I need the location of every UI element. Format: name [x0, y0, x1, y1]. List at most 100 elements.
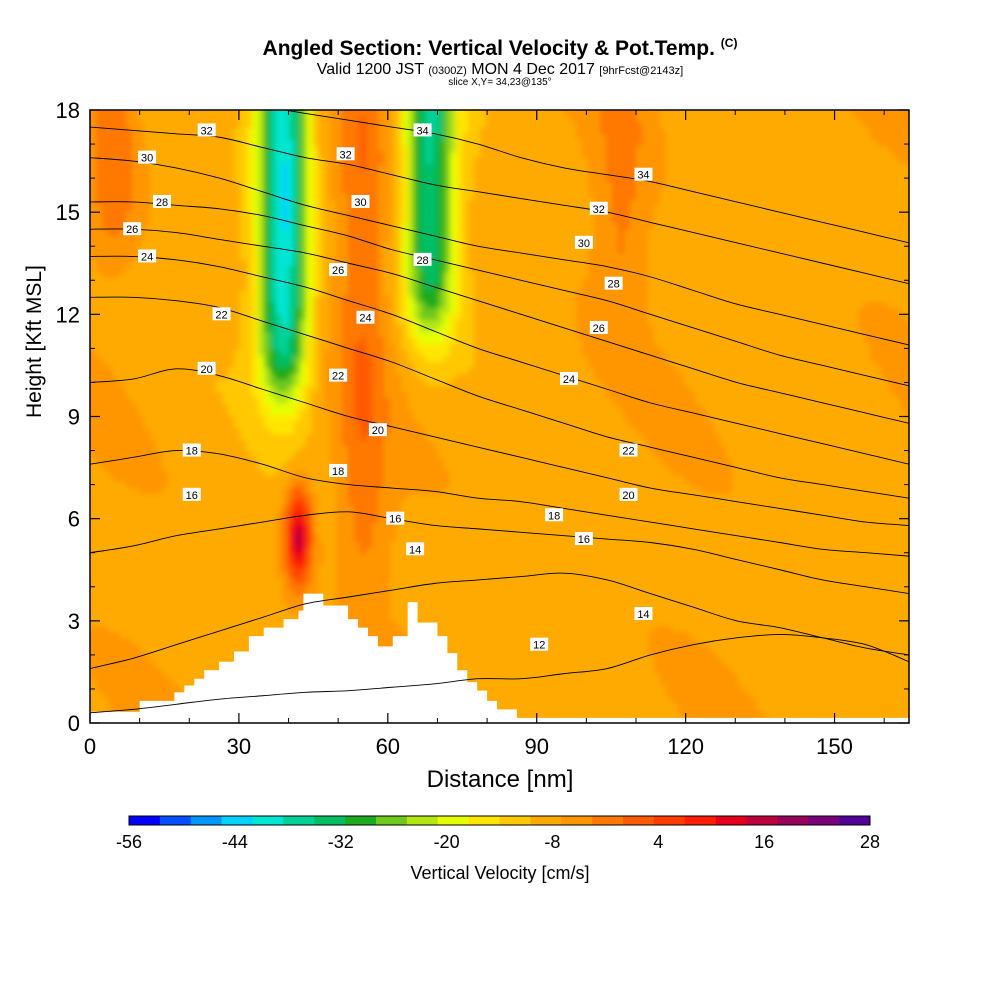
isentrope-label-layer: 32 30 28 26 24 22 20 18 16 34 32 30 28 26 24 22 20 18 16 14… — [123, 123, 653, 652]
colorbar-tick-label: -44 — [222, 832, 248, 852]
colorbar-swatch — [746, 816, 778, 825]
isentrope-label: 24 — [138, 249, 157, 263]
isentrope-label-text: 20 — [372, 425, 384, 437]
x-tick-label: 90 — [524, 734, 548, 759]
isentrope-label-text: 16 — [186, 490, 198, 502]
colorbar-swatch — [376, 816, 408, 825]
colorbar-swatch — [190, 816, 222, 825]
colorbar-swatch — [221, 816, 253, 825]
colorbar-swatch — [437, 816, 469, 825]
isentrope-label-text: 26 — [126, 224, 138, 236]
colorbar-tick-label: -8 — [544, 832, 560, 852]
axes: 0 30 60 90 120 150 0 3 6 9 12 15 18 — [56, 98, 909, 759]
isentrope-label-text: 24 — [359, 313, 371, 325]
isentrope-label: 30 — [138, 150, 157, 165]
isentrope-label-text: 26 — [593, 323, 605, 335]
isentrope-label: 28 — [152, 194, 171, 209]
isentrope-label-text: 12 — [533, 640, 545, 652]
isentrope-label: 24 — [356, 310, 375, 325]
isentrope-label-text: 24 — [141, 251, 153, 263]
chart-subtitle: Valid 1200 JST (0300Z) MON 4 Dec 2017 [9… — [0, 61, 1000, 80]
subtitle-valid: Valid 1200 JST — [316, 61, 424, 78]
isentrope-label-text: 18 — [186, 446, 198, 458]
isentrope-18 — [90, 449, 909, 557]
isentrope-label: 20 — [619, 487, 638, 502]
subtitle-utc: (0300Z) — [428, 65, 467, 77]
colorbar-tick-label: 4 — [653, 832, 663, 852]
isentrope-label: 12 — [530, 637, 549, 652]
isentrope-label: 26 — [329, 263, 348, 277]
x-tick-label: 30 — [227, 734, 251, 759]
y-tick-label: 12 — [56, 302, 80, 327]
subtitle-date: MON 4 Dec 2017 — [471, 61, 595, 78]
colorbar-swatch — [468, 816, 500, 825]
isentrope-26 — [90, 228, 909, 424]
isentrope-label: 34 — [634, 167, 653, 182]
isentrope-label-text: 26 — [332, 265, 344, 277]
colorbar: -56 -44 -32 -20 -8 4 16 28 — [116, 815, 880, 852]
chart-title-text: Angled Section: Vertical Velocity & Pot.… — [262, 37, 715, 60]
subtitle-forecast: [9hrFcst@2143z] — [599, 65, 684, 77]
colorbar-swatch — [499, 816, 531, 825]
isentrope-label: 34 — [413, 123, 432, 137]
isentrope-label-text: 28 — [156, 197, 168, 209]
y-tick-label: 15 — [56, 200, 80, 225]
isentrope-label-text: 34 — [416, 125, 428, 137]
isentrope-label-text: 22 — [215, 309, 227, 321]
y-tick-label: 18 — [56, 98, 80, 123]
colorbar-swatch — [839, 816, 871, 825]
slice-info: slice X,Y= 34,23@135° — [448, 77, 552, 88]
isentrope-label: 32 — [589, 201, 608, 216]
isentrope-label-text: 30 — [141, 153, 153, 165]
isentrope-label-text: 30 — [578, 238, 590, 250]
isentrope-label: 18 — [329, 463, 348, 478]
isentrope-label: 14 — [406, 542, 425, 556]
isentrope-30 — [90, 157, 909, 346]
colorbar-swatch — [561, 816, 593, 825]
isentrope-label-text: 28 — [608, 279, 620, 291]
isentrope-label: 16 — [386, 511, 405, 526]
colorbar-swatch — [592, 816, 624, 825]
colorbar-swatch — [345, 816, 377, 825]
isentrope-20 — [90, 368, 909, 526]
isentrope-label-text: 22 — [332, 371, 344, 383]
colorbar-swatch — [314, 816, 346, 825]
isentrope-label: 24 — [559, 372, 578, 386]
isentrope-label: 32 — [336, 147, 355, 161]
colorbar-swatch — [808, 816, 840, 825]
isentrope-label: 28 — [413, 252, 432, 267]
isentrope-label-text: 16 — [389, 514, 401, 526]
terrain — [90, 593, 909, 723]
colorbar-tick-label: -32 — [328, 832, 354, 852]
isentrope-label-text: 32 — [201, 125, 213, 137]
colorbar-tick-label: -56 — [116, 832, 142, 852]
isentrope-label: 26 — [589, 320, 608, 335]
colorbar-tick-label: -20 — [434, 832, 460, 852]
colorbar-swatch — [715, 816, 747, 825]
isentrope-layer — [90, 110, 909, 714]
isentrope-label: 16 — [182, 487, 201, 502]
isentrope-label: 28 — [604, 276, 623, 291]
isentrope-14 — [90, 572, 909, 669]
colorbar-swatch — [406, 816, 439, 825]
isentrope-label-text: 22 — [622, 446, 634, 458]
isentrope-label: 14 — [634, 607, 653, 621]
colorbar-swatch — [623, 816, 655, 825]
y-axis-label-box: Height [Kft MSL] — [10, 265, 46, 444]
colorbar-swatch — [653, 816, 686, 825]
y-tick-label: 3 — [68, 609, 80, 634]
x-tick-label: 150 — [816, 734, 853, 759]
isentrope-label-text: 18 — [332, 466, 344, 478]
colorbar-swatch — [684, 816, 716, 825]
isentrope-16 — [90, 511, 909, 595]
chart-title-units: (C) — [720, 36, 738, 50]
colorbar-swatch — [129, 816, 161, 825]
isentrope-label: 30 — [574, 235, 593, 250]
colorbar-swatch — [252, 816, 284, 825]
colorbar-tick-label: 28 — [860, 832, 880, 852]
isentrope-label-text: 14 — [409, 544, 421, 556]
isentrope-label: 22 — [329, 368, 348, 383]
y-axis-label: Height [Kft MSL] — [23, 265, 46, 418]
colorbar-tick-label: 16 — [754, 832, 774, 852]
